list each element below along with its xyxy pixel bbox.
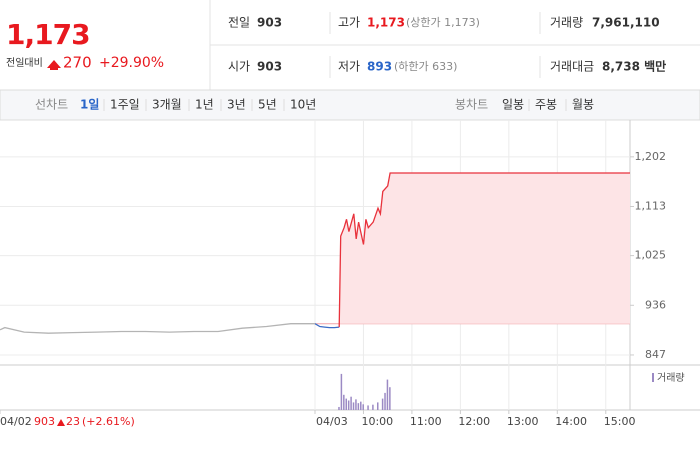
stat-label: 거래대금	[550, 60, 594, 74]
volume-bar	[360, 401, 362, 410]
y-tick-label: 847	[645, 348, 666, 361]
header: 1,173 전일대비 270 +29.90% 전일 903 고가 1,173 (…	[0, 0, 700, 90]
x-tick-label: 13:00	[507, 415, 539, 428]
tab[interactable]: 월봉	[572, 98, 594, 112]
stat-value: 903	[257, 16, 282, 30]
tab[interactable]: 3년	[227, 98, 246, 112]
volume-bar	[340, 373, 343, 410]
legend-label: 거래량	[657, 372, 685, 384]
tab[interactable]: 3개월	[152, 98, 182, 112]
tab-bar: 선차트 봉차트 1일 1주일 3개월 1년 3년 5년 10년 일봉 주봉 월봉	[0, 89, 700, 121]
volume-bar	[389, 387, 391, 410]
x-tick-label: 04/02	[0, 415, 32, 428]
volume-bar	[384, 392, 386, 410]
volume-bar	[338, 406, 340, 410]
stat-value: 7,961,110	[592, 16, 660, 30]
area	[339, 173, 630, 328]
stat-value: 893	[367, 60, 392, 74]
stat-label: 고가	[338, 16, 360, 30]
volume-bar	[352, 402, 355, 410]
tab-group-label: 봉차트	[455, 98, 488, 112]
note-price: 903	[34, 415, 55, 428]
stat-label: 거래량	[550, 16, 583, 30]
x-tick-label: 04/03	[316, 415, 348, 428]
tab[interactable]: 일봉	[502, 98, 524, 112]
stat-label: 전일	[228, 16, 250, 30]
stat-note: (하한가 633)	[394, 59, 457, 73]
volume-bar	[386, 379, 389, 410]
change-label: 전일대비	[6, 57, 43, 69]
price: 1,173	[6, 18, 90, 51]
stat-note: (상한가 1,173)	[406, 16, 480, 29]
volume-bar	[357, 403, 360, 410]
chart: 847 936 1,025 1,113 1,202 04/02 04/03 10:00 11:0…	[0, 120, 700, 428]
y-tick-label: 1,113	[635, 200, 667, 213]
stat-value: 1,173	[367, 16, 405, 30]
up-icon	[50, 67, 58, 70]
change: 270	[63, 54, 92, 72]
volume-bar	[381, 398, 384, 410]
change-pct: +29.90%	[99, 55, 164, 71]
x-tick-label: 15:00	[604, 415, 636, 428]
y-tick-label: 936	[645, 298, 666, 311]
volume-bar	[367, 405, 369, 410]
tab-bar-bg	[0, 89, 700, 121]
line	[338, 172, 630, 328]
volume-bar	[377, 402, 379, 410]
tab[interactable]: 1주일	[110, 98, 140, 112]
line	[0, 323, 315, 334]
up-icon	[47, 60, 61, 68]
x-tick-label: 14:00	[555, 415, 587, 428]
y-tick-label: 1,025	[635, 249, 667, 262]
x-tick-label: 11:00	[410, 415, 442, 428]
volume-bar	[347, 400, 350, 410]
x-tick-label: 12:00	[458, 415, 490, 428]
volume-bar	[345, 398, 347, 410]
line	[314, 323, 340, 329]
stat-value: 8,738 백만	[602, 59, 666, 74]
stat-label: 저가	[338, 60, 360, 74]
stat-label: 시가	[228, 60, 250, 74]
tab[interactable]: 5년	[258, 98, 277, 112]
volume-bar	[355, 399, 357, 410]
volume-bar	[343, 394, 345, 410]
volume-bar	[350, 396, 352, 410]
up-icon	[57, 419, 65, 426]
tab[interactable]: 1일	[80, 98, 99, 112]
tab-group-label: 선차트	[35, 98, 68, 112]
y-tick-label: 1,202	[635, 150, 667, 163]
volume-bar	[372, 404, 374, 410]
tab[interactable]: 1년	[195, 98, 214, 112]
volume-bar	[362, 404, 364, 410]
tab[interactable]: 주봉	[535, 98, 557, 112]
note-pct: (+2.61%)	[82, 415, 135, 428]
x-tick-label: 10:00	[361, 415, 393, 428]
tab[interactable]: 10년	[290, 98, 316, 112]
note-change: 23	[66, 415, 80, 428]
legend-swatch	[652, 373, 654, 382]
stat-value: 903	[257, 60, 282, 74]
